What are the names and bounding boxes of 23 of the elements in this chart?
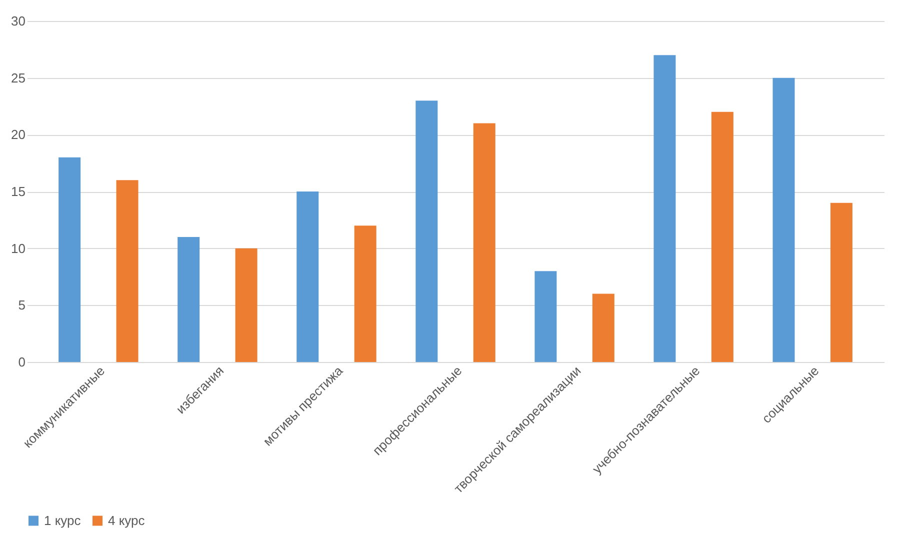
y-tick-label: 0 <box>18 354 26 370</box>
bar <box>654 55 676 362</box>
y-tick-label: 30 <box>11 14 26 28</box>
bar <box>354 226 376 362</box>
bar <box>416 100 438 362</box>
legend-label: 1 курс <box>44 512 82 528</box>
bar <box>58 157 81 362</box>
y-tick-label: 25 <box>11 70 26 86</box>
legend-label: 4 курс <box>108 512 146 528</box>
bar <box>592 294 614 362</box>
bar <box>772 78 795 362</box>
y-tick-label: 15 <box>11 184 26 199</box>
y-tick-label: 5 <box>18 298 26 313</box>
bar <box>473 123 496 362</box>
bar <box>534 271 557 362</box>
bar <box>296 192 319 362</box>
y-tick-label: 20 <box>11 127 26 142</box>
bar <box>116 180 138 362</box>
y-tick-label: 10 <box>11 240 26 256</box>
bar <box>711 112 734 362</box>
bar <box>178 236 200 362</box>
bar <box>235 248 258 362</box>
bar <box>830 202 852 362</box>
